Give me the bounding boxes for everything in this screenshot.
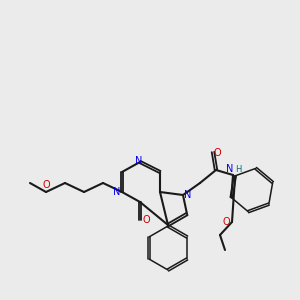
Text: N: N <box>113 187 121 197</box>
Text: N: N <box>226 164 234 174</box>
Text: O: O <box>42 180 50 190</box>
Text: O: O <box>222 217 230 227</box>
Text: N: N <box>135 156 143 166</box>
Text: H: H <box>235 164 241 173</box>
Text: O: O <box>142 215 150 225</box>
Text: N: N <box>184 190 192 200</box>
Text: O: O <box>213 148 221 158</box>
